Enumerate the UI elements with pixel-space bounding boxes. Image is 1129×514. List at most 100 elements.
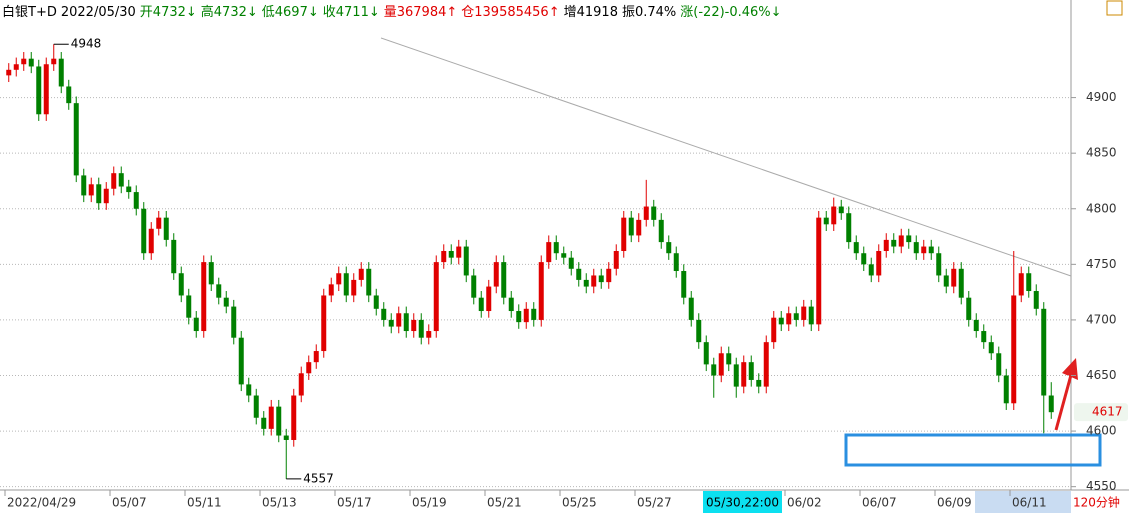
- candle-body: [88, 184, 94, 196]
- candle-body: [328, 284, 334, 296]
- crosshair-label: 05/30,22:00: [706, 496, 779, 510]
- candle-body: [516, 311, 522, 323]
- candle-body: [883, 239, 889, 251]
- candle-body: [988, 342, 994, 354]
- header: 白银T+D 2022/05/30 开4732↓ 高4732↓ 低4697↓ 收4711↓ 量…: [2, 1, 790, 20]
- crosshair-box: [703, 491, 782, 513]
- candle-body: [456, 246, 462, 258]
- candle-body: [651, 206, 657, 220]
- candle-body: [291, 395, 297, 440]
- candle-body: [133, 192, 139, 209]
- candle-body: [126, 186, 132, 193]
- candle-body: [441, 250, 447, 263]
- candle-body: [336, 273, 342, 285]
- candle-body: [928, 246, 934, 254]
- candle-body: [958, 268, 964, 298]
- candle-body: [913, 242, 919, 254]
- arrow-head: [1062, 358, 1078, 380]
- candle-body: [13, 64, 19, 70]
- y-tick-label: 4550: [1086, 479, 1117, 493]
- candle-body: [148, 228, 154, 254]
- candle-body: [43, 64, 49, 115]
- low-label: 4557: [303, 471, 334, 485]
- candle-body: [636, 219, 642, 236]
- candle-body: [508, 297, 514, 312]
- candle-body: [478, 297, 484, 312]
- y-tick-label: 4750: [1086, 257, 1117, 271]
- candle-body: [111, 173, 117, 189]
- candle-body: [351, 279, 357, 296]
- candle-body: [613, 250, 619, 269]
- candle-body: [208, 262, 214, 285]
- candle-body: [763, 342, 769, 387]
- candle-body: [448, 250, 454, 258]
- header-item: 低4697↓: [261, 5, 319, 20]
- candle-body: [793, 313, 799, 320]
- header-item: 振0.74%: [621, 5, 677, 20]
- highlight-box: [844, 433, 1102, 467]
- candle-body: [486, 286, 492, 312]
- candle-body: [246, 384, 252, 396]
- candle-body: [238, 337, 244, 385]
- y-tick-label: 4700: [1086, 312, 1117, 326]
- candle-body: [343, 273, 349, 296]
- x-tick-label: 05/25: [562, 496, 597, 510]
- candle-body: [523, 308, 529, 323]
- x-tick-label: 2022/04/29: [7, 496, 76, 510]
- candle-body: [411, 319, 417, 332]
- candle-body: [231, 306, 237, 338]
- candle-body: [876, 250, 882, 276]
- header-item: 收4711↓: [322, 5, 380, 20]
- candle-body: [868, 264, 874, 276]
- candle-body: [81, 175, 87, 196]
- candle-body: [21, 58, 27, 65]
- candle-body: [268, 406, 274, 429]
- candle-body: [726, 353, 732, 365]
- last-price: 4617: [1092, 405, 1123, 419]
- candle-body: [673, 253, 679, 272]
- candle-body: [216, 284, 222, 298]
- candle-body: [906, 235, 912, 243]
- candle-body: [681, 271, 687, 298]
- candle-body: [816, 217, 822, 325]
- x-tick-label: 05/17: [337, 496, 372, 510]
- high-label: 4948: [71, 37, 102, 51]
- trend-line: [380, 37, 1072, 277]
- candle-body: [1011, 295, 1017, 404]
- candle-body: [951, 268, 957, 287]
- candle-body: [186, 295, 192, 318]
- x-tick-label: 05/21: [487, 496, 522, 510]
- header-item: 开4732↓: [139, 5, 197, 20]
- candle-body: [921, 246, 927, 254]
- candle-body: [538, 262, 544, 320]
- candle-body: [756, 379, 762, 387]
- candle-body: [846, 213, 852, 243]
- candle-body: [711, 364, 717, 376]
- candle-body: [253, 395, 259, 418]
- y-tick-label: 4850: [1086, 146, 1117, 160]
- candle-body: [1041, 308, 1047, 396]
- candle-body: [741, 362, 747, 387]
- candle-body: [66, 86, 72, 104]
- candle-body: [628, 217, 634, 236]
- candle-body: [381, 308, 387, 320]
- candle-body: [1026, 273, 1032, 292]
- candle-body: [178, 273, 184, 296]
- candle-body: [118, 173, 124, 187]
- settings-icon[interactable]: [1106, 0, 1123, 16]
- candle-body: [426, 331, 432, 338]
- candle-body: [463, 246, 469, 276]
- candle-body: [531, 308, 537, 320]
- candle-body: [28, 58, 34, 67]
- arrow-shaft: [1054, 374, 1073, 431]
- candle-body: [96, 184, 102, 204]
- candle-body: [1048, 395, 1054, 413]
- candle-body: [501, 262, 507, 298]
- candle-body: [898, 235, 904, 247]
- candle-body: [103, 188, 109, 204]
- candle-body: [823, 217, 829, 225]
- period-label[interactable]: 120分钟: [1073, 495, 1120, 510]
- candle-body: [418, 319, 424, 338]
